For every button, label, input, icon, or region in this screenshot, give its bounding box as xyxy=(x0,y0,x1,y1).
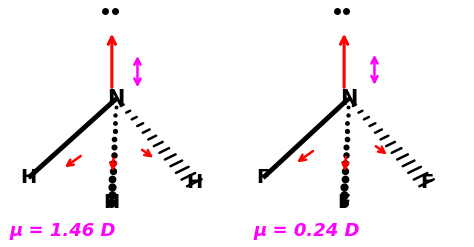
Text: μ = 0.24 D: μ = 0.24 D xyxy=(254,222,360,240)
Text: H: H xyxy=(20,168,36,187)
Text: F: F xyxy=(420,173,433,192)
Text: F: F xyxy=(337,193,350,212)
Text: N: N xyxy=(340,89,357,109)
Text: H: H xyxy=(186,173,202,192)
Text: F: F xyxy=(256,168,270,187)
Text: H: H xyxy=(103,193,119,212)
Text: μ = 1.46 D: μ = 1.46 D xyxy=(9,222,116,240)
Text: N: N xyxy=(108,89,125,109)
